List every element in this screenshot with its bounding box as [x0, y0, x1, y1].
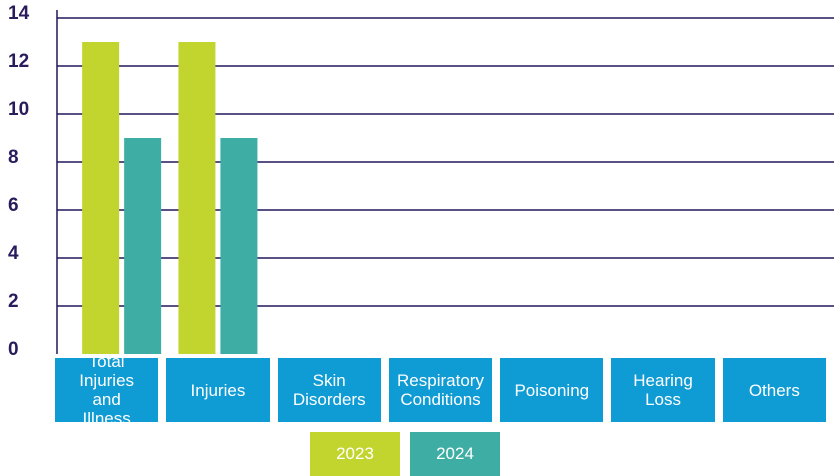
y-tick-label: 4	[8, 243, 19, 264]
y-tick-label: 14	[8, 3, 30, 24]
bar	[82, 42, 120, 354]
x-tick-label: Hearing Loss	[611, 358, 715, 422]
x-tick-label: Respiratory Conditions	[388, 358, 493, 422]
x-tick-label: Others	[722, 358, 826, 422]
legend-item: 2024	[410, 432, 500, 476]
bar	[124, 138, 162, 354]
y-tick-label: 6	[8, 195, 19, 216]
y-tick-label: 8	[8, 147, 19, 168]
x-tick-label: Skin Disorders	[277, 358, 381, 422]
y-tick-label: 10	[8, 99, 29, 120]
x-tick-label: Injuries	[166, 358, 270, 422]
legend-item: 2023	[310, 432, 400, 476]
x-tick-label: Total Injuries and Illness	[55, 352, 159, 428]
bar	[178, 42, 216, 354]
y-tick-label: 2	[8, 291, 19, 312]
y-tick-label: 0	[8, 339, 19, 360]
x-tick-label: Poisoning	[500, 358, 604, 422]
y-tick-label: 12	[8, 51, 29, 72]
bar	[220, 138, 258, 354]
